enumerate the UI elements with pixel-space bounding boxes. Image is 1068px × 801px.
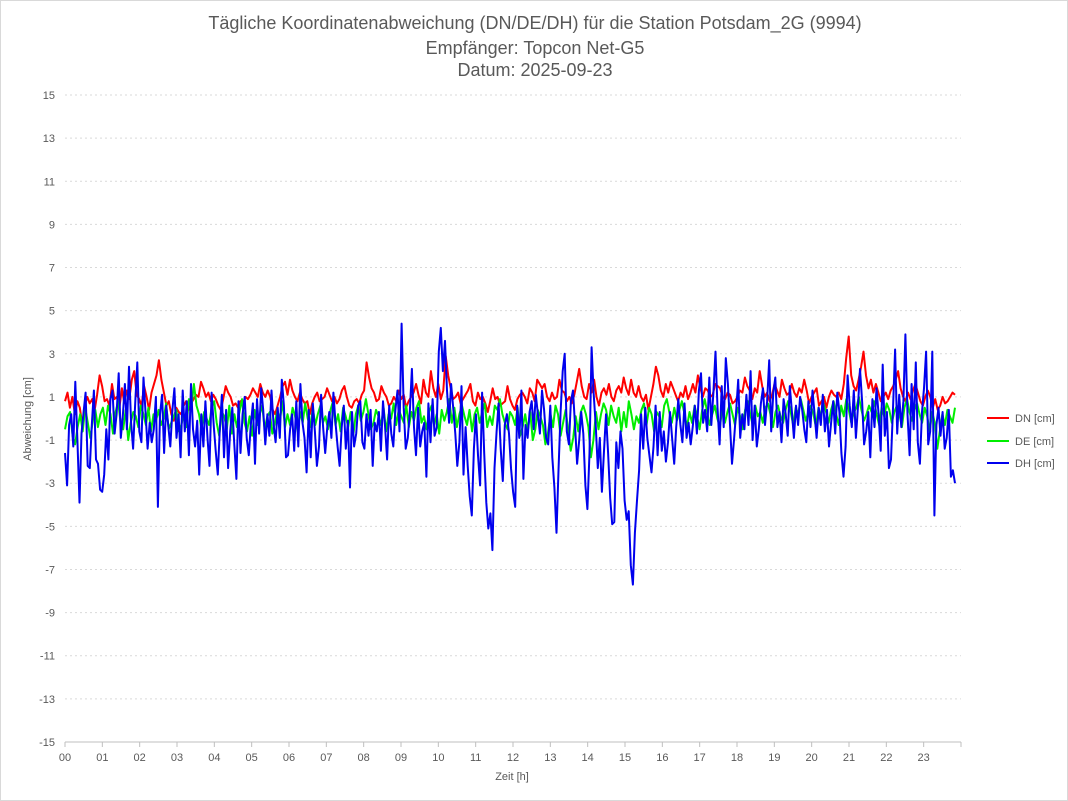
axis-layer: 15 13 11 9 7 5 3 1 -1 -3 -5 -7 -9 -11 -13 -15 00 01 02 03 04… [39, 90, 962, 764]
x-tick-label: 02 [134, 752, 146, 764]
x-tick-label: 04 [208, 752, 220, 764]
chart-title: Tägliche Koordinatenabweichung (DN/DE/DH… [208, 13, 862, 33]
y-tick-label: -3 [45, 478, 55, 490]
x-tick-label: 10 [432, 752, 444, 764]
x-tick-label: 03 [171, 752, 183, 764]
y-tick-label: 1 [49, 392, 55, 404]
y-tick-label: -7 [45, 564, 55, 576]
x-tick-label: 06 [283, 752, 295, 764]
y-tick-label: -11 [40, 651, 55, 663]
x-tick-label: 08 [358, 752, 370, 764]
y-tick-label: 3 [49, 349, 55, 361]
x-axis-label: Zeit [h] [495, 771, 529, 783]
legend-label: DN [cm] [1015, 413, 1055, 425]
x-tick-label: 01 [96, 752, 108, 764]
x-tick-label: 07 [320, 752, 332, 764]
y-tick-label: -1 [45, 435, 55, 447]
y-tick-label: -5 [45, 521, 55, 533]
chart-subtitle-receiver: Empfänger: Topcon Net-G5 [425, 38, 645, 58]
series-layer [64, 322, 956, 586]
y-tick-label: 9 [49, 219, 55, 231]
series-line-dn [64, 335, 956, 426]
x-tick-label: 14 [582, 752, 594, 764]
y-axis-label: Abweichung [cm] [22, 377, 34, 461]
chart-subtitle-date: Datum: 2025-09-23 [457, 60, 613, 80]
x-tick-label: 00 [59, 752, 71, 764]
x-tick-label: 11 [470, 752, 481, 764]
x-tick-label: 19 [768, 752, 780, 764]
y-tick-label: -9 [45, 608, 55, 620]
legend: DN [cm] DE [cm] DH [cm] [987, 413, 1055, 470]
x-tick-label: 22 [880, 752, 892, 764]
x-tick-label: 20 [806, 752, 818, 764]
x-tick-label: 05 [246, 752, 258, 764]
x-tick-label: 21 [843, 752, 855, 764]
x-tick-label: 18 [731, 752, 743, 764]
y-tick-label: -15 [39, 737, 55, 749]
series-line-dh [64, 322, 956, 586]
x-tick-label: 12 [507, 752, 519, 764]
x-tick-label: 17 [694, 752, 706, 764]
x-tick-label: 13 [544, 752, 556, 764]
y-tick-label: 15 [43, 90, 55, 102]
legend-label: DE [cm] [1015, 436, 1054, 448]
y-tick-label: 13 [43, 133, 55, 145]
y-tick-label: 7 [49, 263, 55, 275]
y-tick-label: 5 [49, 306, 55, 318]
y-tick-label: 11 [44, 176, 55, 188]
x-tick-label: 23 [918, 752, 930, 764]
x-tick-label: 16 [656, 752, 668, 764]
legend-label: DH [cm] [1015, 458, 1055, 470]
y-tick-label: -13 [39, 694, 55, 706]
x-tick-label: 09 [395, 752, 407, 764]
x-tick-label: 15 [619, 752, 631, 764]
